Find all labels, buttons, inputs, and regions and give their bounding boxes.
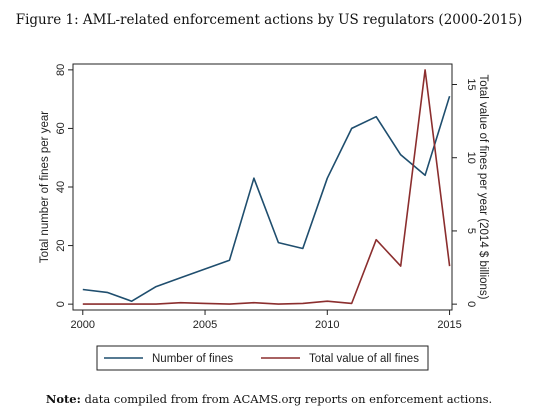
x-tick-label-2010: 2010 <box>315 319 339 331</box>
y-left-tick-label-60: 60 <box>55 122 67 134</box>
plot-frame <box>72 63 453 311</box>
y-left-tick-label-40: 40 <box>55 181 67 193</box>
note-label: Note: <box>45 392 81 406</box>
legend-label-total-value: Total value of all fines <box>309 353 419 365</box>
series-line-0 <box>82 95 451 303</box>
x-tick-label-2005: 2005 <box>193 319 217 331</box>
y-right-tick-label-15: 15 <box>465 78 477 90</box>
y-right-tick-label-5: 5 <box>465 228 477 234</box>
y-left-tick-label-80: 80 <box>55 64 67 76</box>
series-layer <box>82 69 451 305</box>
y-left-axis-title: Total number of fines per year <box>39 111 51 263</box>
legend: Number of fines Total value of all fines <box>96 345 429 371</box>
y-left-tick-label-20: 20 <box>55 239 67 251</box>
legend-box <box>96 345 429 371</box>
y-left-tick-label-0: 0 <box>55 301 67 307</box>
y-right-axis-title: Total value of fines per year (2014 $ bi… <box>477 74 489 299</box>
x-axis-ticks: 2000 2005 2010 2015 <box>71 310 462 331</box>
x-tick-label-2015: 2015 <box>437 319 461 331</box>
y-right-tick-label-0: 0 <box>465 301 477 307</box>
y-right-tick-label-10: 10 <box>465 152 477 164</box>
legend-label-number-of-fines: Number of fines <box>152 353 233 365</box>
figure-note: Note: data compiled from from ACAMS.org … <box>0 392 538 406</box>
note-text: data compiled from from ACAMS.org report… <box>80 392 493 406</box>
figure-title: Figure 1: AML-related enforcement action… <box>15 12 523 28</box>
x-tick-label-2000: 2000 <box>71 319 95 331</box>
series-line-1 <box>82 69 451 305</box>
y-right-axis-ticks: 0 5 10 15 <box>452 78 477 307</box>
y-left-axis-ticks: 0 20 40 60 80 <box>55 64 73 307</box>
